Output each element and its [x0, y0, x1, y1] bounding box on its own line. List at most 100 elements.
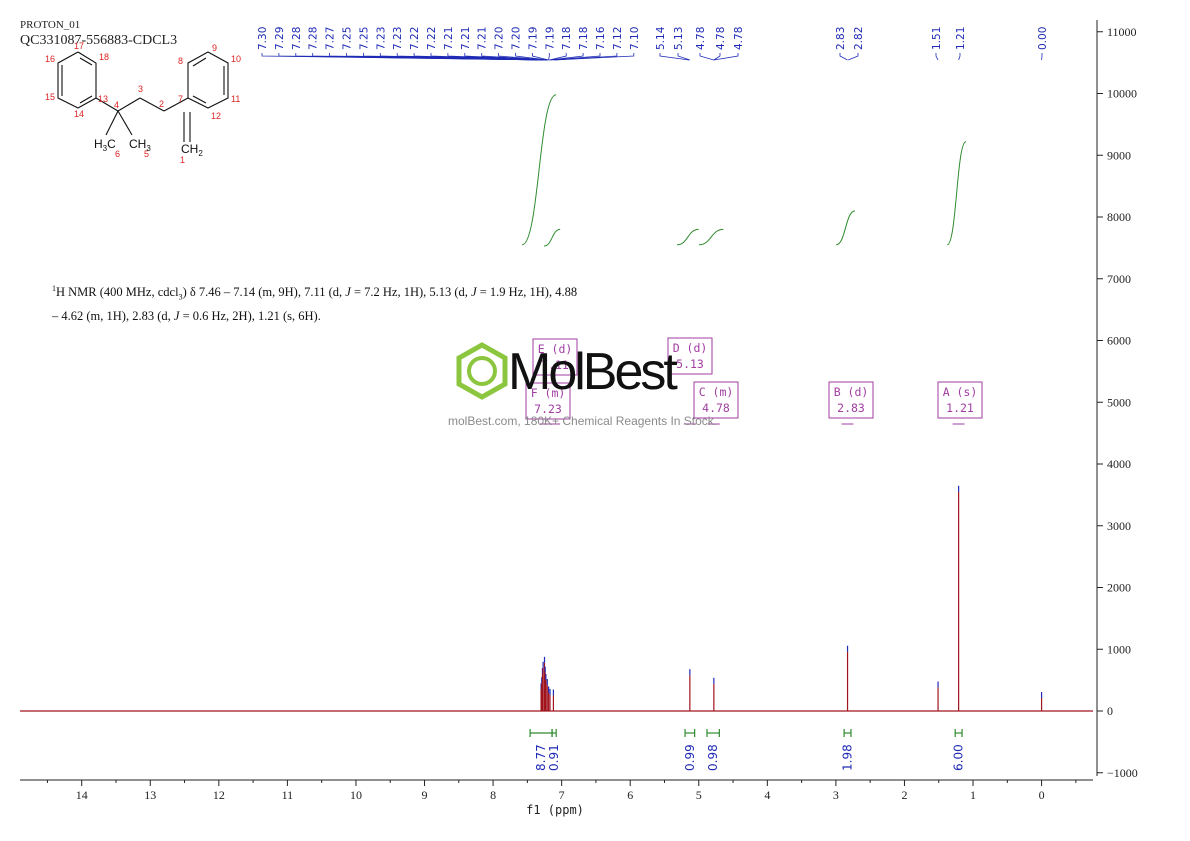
- peak-label: 4.78: [695, 27, 707, 50]
- atom-number: 6: [115, 149, 120, 159]
- ch2-group: CH2: [181, 142, 203, 158]
- atom-number: 8: [178, 56, 183, 66]
- peak-label: 4.78: [715, 27, 727, 50]
- integral-curve: [521, 94, 557, 246]
- x-tick-label: 3: [833, 788, 839, 802]
- y-tick-label: 8000: [1107, 210, 1131, 224]
- integral-curve: [946, 141, 967, 246]
- peak-label-connector: [713, 53, 721, 61]
- y-tick-label: 0: [1107, 704, 1113, 718]
- multiplet-shift: 4.78: [702, 401, 730, 415]
- multiplet-box: [667, 337, 713, 375]
- peak-label: 7.25: [358, 27, 370, 50]
- x-tick-label: 10: [350, 788, 362, 802]
- peak-label: 7.28: [308, 27, 320, 50]
- peak-label: 7.16: [595, 26, 607, 50]
- multiplet-box: [693, 381, 739, 419]
- peak-label: 5.13: [673, 27, 685, 50]
- peak-label: 1.21: [955, 27, 967, 50]
- peak-label: 1.51: [931, 27, 943, 50]
- x-tick-label: 5: [696, 788, 702, 802]
- peak-label: 7.19: [544, 27, 556, 50]
- peak-label: 7.21: [477, 27, 489, 50]
- multiplet-shift: 2.83: [837, 401, 865, 415]
- x-tick-label: 14: [76, 788, 88, 802]
- y-tick-label: 9000: [1107, 148, 1131, 162]
- peak-label-connector: [550, 53, 601, 61]
- molecule-structure: 17 18 16 15 14 13 4 3 2 7 1 6 5 8 9 10 1…: [45, 41, 241, 165]
- multiplet-label: C (m): [699, 385, 734, 399]
- integral-value: 8.77: [534, 744, 548, 771]
- experiment-label: PROTON_01: [20, 19, 81, 31]
- peak-label-connector: [713, 53, 739, 61]
- atom-number: 10: [231, 54, 241, 64]
- atom-number: 15: [45, 92, 55, 102]
- sample-id: QC331087-556883-CDCL3: [20, 33, 178, 48]
- multiplet-shift: 1.21: [946, 401, 974, 415]
- x-tick-label: 0: [1039, 788, 1045, 802]
- peak-label-connector: [958, 53, 961, 61]
- integral-value: 0.99: [683, 744, 697, 771]
- peak-label: 7.30: [257, 27, 269, 50]
- atom-number: 13: [98, 94, 108, 104]
- watermark-brand: MolBest: [508, 343, 678, 401]
- peak-label-connector: [839, 53, 848, 61]
- atom-number: 1: [180, 155, 185, 165]
- atom-number: 12: [211, 111, 221, 121]
- multiplet-shift: 5.13: [676, 357, 704, 371]
- peak-label-connector: [548, 53, 550, 61]
- multiplet-shift: 7.11: [541, 358, 569, 372]
- peak-label: 7.29: [274, 27, 286, 50]
- peak-label: 7.28: [291, 27, 303, 50]
- integral-curve: [676, 228, 699, 246]
- atom-number: 4: [114, 100, 119, 110]
- peak-label-connector: [549, 53, 584, 61]
- atom-number: 9: [212, 43, 217, 53]
- y-tick-label: 7000: [1107, 272, 1131, 286]
- peak-label: 7.20: [494, 27, 506, 50]
- multiplet-box: [525, 382, 571, 420]
- peak-label-connector: [498, 53, 548, 61]
- nmr-description: 1H NMR (400 MHz, cdcl3) δ 7.46 – 7.14 (m…: [52, 284, 578, 323]
- peak-label-connector: [699, 53, 714, 61]
- y-tick-label: 4000: [1107, 457, 1131, 471]
- integral-curve: [698, 228, 724, 246]
- peak-label: 7.23: [375, 27, 387, 50]
- x-tick-label: 7: [559, 788, 565, 802]
- y-tick-label: 3000: [1107, 519, 1131, 533]
- multiplet-label: A (s): [943, 385, 978, 399]
- peak-label-connector: [935, 53, 939, 61]
- ch3-group: CH3: [129, 137, 151, 153]
- atom-number: 11: [231, 94, 240, 104]
- integral-value: 0.98: [706, 744, 720, 771]
- multiplet-box: [828, 381, 874, 419]
- peak-label-connector: [677, 53, 690, 61]
- multiplet-label: E (d): [538, 342, 573, 356]
- peak-label: 7.23: [392, 27, 404, 50]
- multiplet-shift: 7.23: [534, 402, 562, 416]
- peak-label: 7.27: [325, 27, 337, 50]
- x-tick-label: 11: [282, 788, 294, 802]
- x-tick-label: 8: [490, 788, 496, 802]
- peak-label: 7.19: [527, 27, 539, 50]
- multiplet-box: [532, 338, 578, 376]
- atom-number: 7: [178, 94, 183, 104]
- peak-label: 7.22: [409, 27, 421, 50]
- integral-curve: [543, 228, 561, 247]
- atom-number: 14: [74, 109, 84, 119]
- atom-number: 16: [45, 54, 55, 64]
- peak-label-connector: [549, 53, 567, 61]
- y-tick-label: 1000: [1107, 642, 1131, 656]
- peak-label: 7.25: [342, 27, 354, 50]
- peak-label-connector: [659, 53, 690, 61]
- integral-value: 0.91: [547, 744, 561, 771]
- multiplet-label: F (m): [531, 386, 566, 400]
- peak-label: 7.18: [578, 27, 590, 50]
- peak-label-connector: [481, 53, 548, 61]
- peak-label: 7.10: [629, 27, 641, 50]
- x-tick-label: 13: [144, 788, 156, 802]
- integral-value: 1.98: [841, 744, 855, 771]
- peak-label-connector: [848, 53, 859, 61]
- peak-label-connector: [515, 53, 548, 61]
